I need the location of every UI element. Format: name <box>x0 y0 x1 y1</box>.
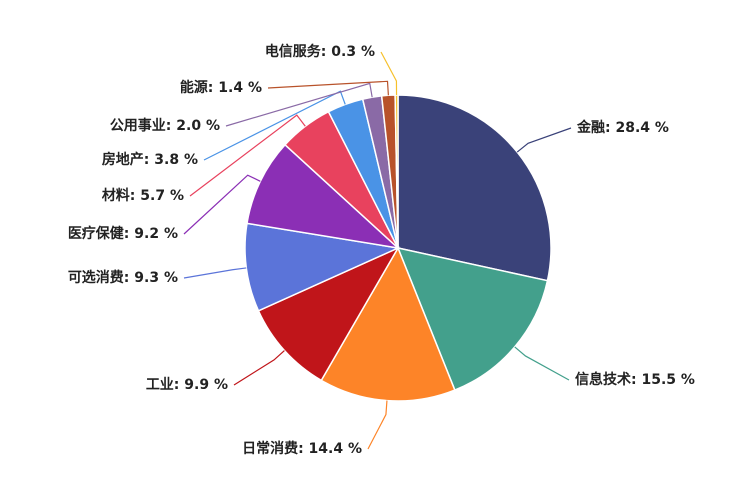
data-label: 工业: 9.9 % <box>146 377 228 393</box>
data-label: 材料: 5.7 % <box>102 187 184 204</box>
leader-line <box>225 82 373 127</box>
leader-line <box>183 174 261 235</box>
leader-line <box>380 51 398 96</box>
leader-line <box>183 267 247 279</box>
leader-line <box>514 346 570 381</box>
pie-slice <box>396 246 549 392</box>
data-label: 金融: 28.4 % <box>576 119 669 136</box>
pie-slice <box>320 246 456 402</box>
data-label: 信息技术: 15.5 % <box>575 371 695 388</box>
leader-line <box>516 127 572 153</box>
data-label: 能源: 1.4 % <box>180 79 262 96</box>
leader-line <box>367 400 388 450</box>
data-label: 日常消费: 14.4 % <box>242 440 362 457</box>
data-label: 医疗保健: 9.2 % <box>68 225 178 242</box>
leader-line <box>267 80 389 96</box>
data-label: 房地产: 3.8 % <box>102 151 198 168</box>
leader-line <box>189 114 306 197</box>
pie-slice <box>246 143 401 250</box>
pie-slice <box>257 246 400 382</box>
data-label: 电信服务: 0.3 % <box>265 43 375 60</box>
pie-slice <box>244 222 401 312</box>
data-label: 可选消费: 9.3 % <box>68 269 178 286</box>
leader-line <box>203 90 346 161</box>
leader-line <box>233 350 285 386</box>
pie-slice <box>397 94 552 282</box>
data-label: 公用事业: 2.0 % <box>110 117 220 134</box>
